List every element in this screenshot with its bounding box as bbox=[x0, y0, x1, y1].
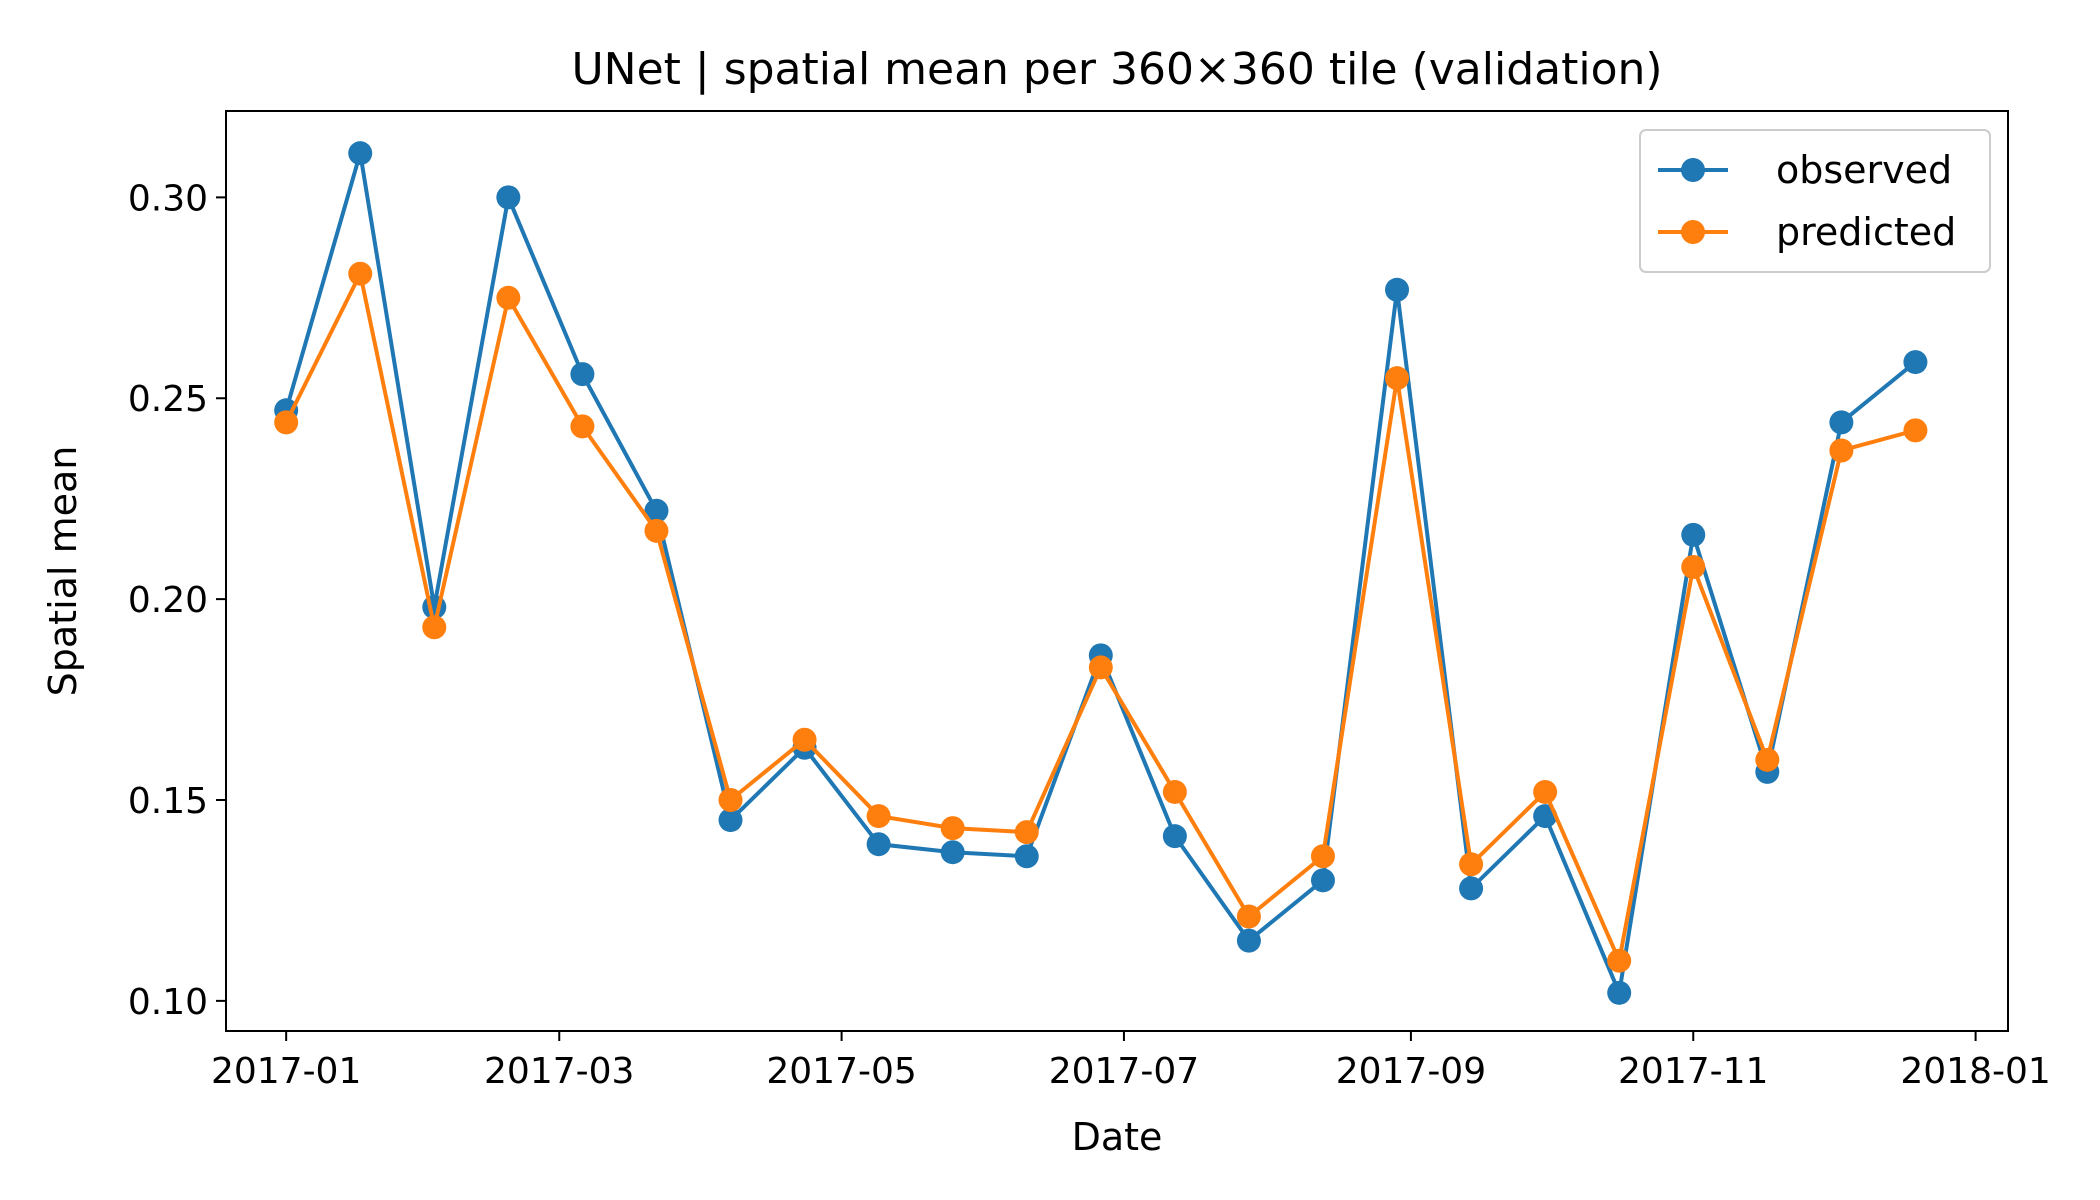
data-point-predicted-2 bbox=[422, 615, 447, 640]
y-axis-label: Spatial mean bbox=[41, 446, 85, 697]
legend-marker-predicted bbox=[1681, 220, 1705, 244]
data-point-predicted-6 bbox=[718, 787, 743, 812]
data-point-predicted-17 bbox=[1533, 779, 1558, 804]
data-point-predicted-22 bbox=[1903, 418, 1928, 443]
y-tick-label: 0.15 bbox=[128, 781, 208, 822]
data-point-predicted-13 bbox=[1236, 904, 1261, 929]
data-point-observed-5 bbox=[644, 498, 669, 523]
y-tick-label: 0.10 bbox=[128, 982, 208, 1023]
data-point-observed-1 bbox=[348, 141, 373, 166]
data-point-observed-19 bbox=[1681, 522, 1706, 547]
data-point-observed-18 bbox=[1607, 980, 1632, 1005]
data-point-observed-9 bbox=[940, 840, 965, 865]
y-tick-label: 0.20 bbox=[128, 580, 208, 621]
x-tick-label: 2017-03 bbox=[484, 1051, 634, 1092]
data-point-predicted-1 bbox=[348, 261, 373, 286]
data-point-observed-12 bbox=[1162, 824, 1187, 849]
x-tick-label: 2017-07 bbox=[1049, 1051, 1199, 1092]
legend-label-predicted: predicted bbox=[1776, 210, 1956, 254]
data-point-observed-15 bbox=[1385, 277, 1410, 302]
y-axis: 0.10 0.15 0.20 0.25 0.30 bbox=[128, 178, 226, 1023]
data-point-predicted-3 bbox=[496, 285, 521, 310]
data-point-predicted-21 bbox=[1829, 438, 1854, 463]
data-point-observed-22 bbox=[1903, 350, 1928, 375]
series-predicted bbox=[274, 261, 1928, 973]
y-tick-label: 0.25 bbox=[128, 379, 208, 420]
data-point-predicted-16 bbox=[1459, 852, 1484, 877]
data-point-predicted-15 bbox=[1385, 366, 1410, 391]
data-point-predicted-9 bbox=[940, 816, 965, 841]
x-tick-label: 2018-01 bbox=[1900, 1051, 2050, 1092]
data-point-predicted-4 bbox=[570, 414, 595, 439]
x-tick-label: 2017-01 bbox=[211, 1051, 361, 1092]
data-point-predicted-12 bbox=[1162, 779, 1187, 804]
data-point-predicted-5 bbox=[644, 518, 669, 543]
data-point-observed-13 bbox=[1236, 928, 1261, 953]
plot-frame bbox=[225, 110, 2009, 1032]
x-tick-label: 2017-05 bbox=[766, 1051, 916, 1092]
chart-title: UNet | spatial mean per 360×360 tile (va… bbox=[571, 44, 1662, 95]
data-point-predicted-18 bbox=[1607, 948, 1632, 973]
data-point-predicted-19 bbox=[1681, 554, 1706, 579]
legend-box bbox=[1639, 129, 1991, 273]
data-point-observed-8 bbox=[866, 832, 891, 857]
data-point-predicted-20 bbox=[1755, 747, 1780, 772]
data-point-observed-3 bbox=[496, 185, 521, 210]
data-point-observed-21 bbox=[1829, 410, 1854, 435]
legend-marker-observed bbox=[1681, 158, 1705, 182]
x-axis: 2017-01 2017-03 2017-05 2017-07 2017-09 2017-… bbox=[211, 1031, 2051, 1092]
data-point-observed-14 bbox=[1310, 868, 1335, 893]
data-point-observed-6 bbox=[718, 808, 743, 833]
data-point-predicted-11 bbox=[1088, 655, 1113, 680]
plot-area bbox=[274, 141, 1928, 1005]
data-point-predicted-7 bbox=[792, 727, 817, 752]
data-point-predicted-10 bbox=[1014, 820, 1039, 845]
x-tick-label: 2017-11 bbox=[1618, 1051, 1768, 1092]
data-point-observed-10 bbox=[1014, 844, 1039, 869]
data-point-predicted-8 bbox=[866, 804, 891, 829]
legend-label-observed: observed bbox=[1776, 148, 1952, 192]
x-tick-label: 2017-09 bbox=[1336, 1051, 1486, 1092]
data-point-predicted-14 bbox=[1310, 844, 1335, 869]
data-point-observed-4 bbox=[570, 362, 595, 387]
data-point-observed-16 bbox=[1459, 876, 1484, 901]
data-point-predicted-0 bbox=[274, 410, 299, 435]
x-axis-label: Date bbox=[1072, 1115, 1163, 1159]
legend: observed predicted bbox=[1639, 129, 1991, 273]
y-tick-label: 0.30 bbox=[128, 178, 208, 219]
